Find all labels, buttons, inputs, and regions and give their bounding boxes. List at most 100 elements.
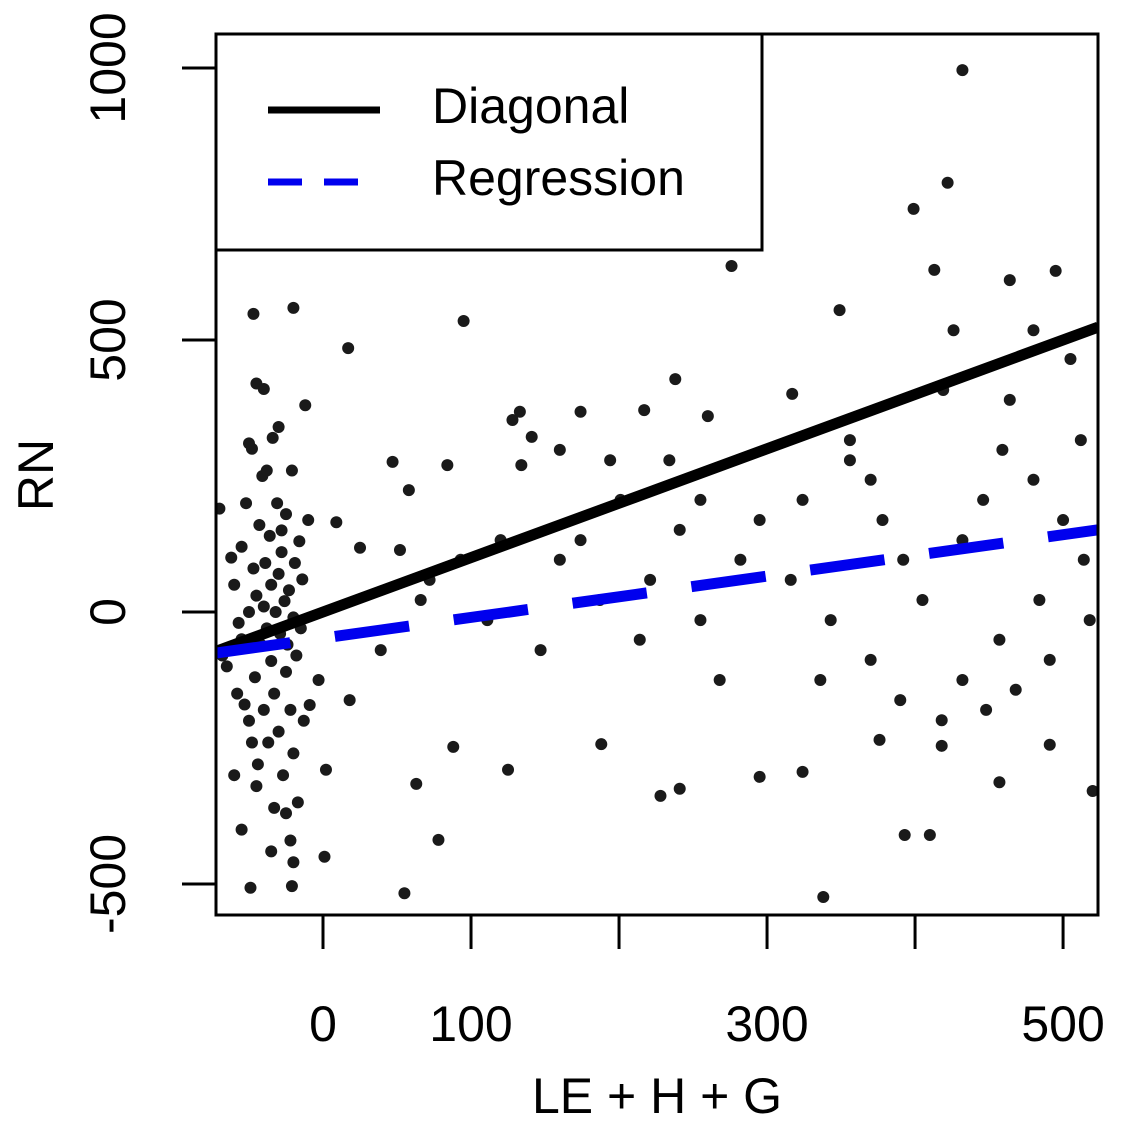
point: [278, 595, 291, 608]
point: [228, 769, 241, 782]
point: [843, 434, 856, 447]
y-axis-label: RN: [8, 439, 64, 511]
y-tick-label: -500: [80, 834, 136, 934]
point: [941, 176, 954, 189]
point: [441, 459, 454, 472]
point: [595, 738, 608, 751]
point: [277, 769, 290, 782]
plot-area: [216, 64, 1098, 904]
point: [457, 314, 470, 327]
point: [864, 653, 877, 666]
point: [1086, 784, 1098, 797]
point: [398, 887, 411, 900]
point: [796, 765, 809, 778]
point: [342, 342, 355, 355]
point: [916, 594, 929, 607]
point: [243, 605, 256, 618]
point: [303, 699, 316, 712]
x-axis-label: LE + H + G: [532, 1068, 782, 1124]
point: [638, 404, 651, 417]
point: [402, 484, 415, 497]
point: [285, 464, 298, 477]
point: [354, 541, 367, 554]
point: [262, 736, 275, 749]
point: [1033, 594, 1046, 607]
point: [654, 789, 667, 802]
point: [784, 573, 797, 586]
point: [553, 443, 566, 456]
x-tick-label: 100: [429, 996, 512, 1052]
point: [956, 673, 969, 686]
fit-line: [216, 524, 1098, 659]
point: [312, 673, 325, 686]
point: [272, 567, 285, 580]
point: [1043, 653, 1056, 666]
point: [287, 301, 300, 314]
point: [574, 405, 587, 418]
point: [235, 540, 248, 553]
point: [259, 557, 272, 570]
point: [673, 523, 686, 536]
point: [374, 644, 387, 657]
point: [275, 524, 288, 537]
point: [284, 703, 297, 716]
point: [935, 714, 948, 727]
point: [260, 464, 273, 477]
point: [268, 687, 281, 700]
point: [1043, 738, 1056, 751]
point: [694, 614, 707, 627]
point: [232, 616, 245, 629]
point: [993, 633, 1006, 646]
point: [713, 673, 726, 686]
x-tick-label: 500: [1021, 996, 1104, 1052]
point: [1003, 274, 1016, 287]
point: [663, 454, 676, 467]
point: [753, 770, 766, 783]
point: [343, 694, 356, 707]
point: [604, 454, 617, 467]
point: [734, 553, 747, 566]
point: [299, 399, 312, 412]
point: [1074, 434, 1087, 447]
point: [796, 493, 809, 506]
point: [1003, 393, 1016, 406]
point: [817, 891, 830, 904]
point: [1057, 514, 1070, 527]
point: [1027, 473, 1040, 486]
point: [240, 497, 253, 510]
point: [980, 703, 993, 716]
point: [956, 64, 969, 77]
point: [669, 373, 682, 386]
point: [319, 763, 332, 776]
legend-label: Regression: [432, 150, 685, 206]
point: [928, 263, 941, 276]
x-tick-label: 0: [309, 996, 337, 1052]
point: [1027, 324, 1040, 337]
point: [894, 694, 907, 707]
point: [247, 307, 260, 320]
y-tick-label: 1000: [80, 12, 136, 123]
point: [1049, 264, 1062, 277]
point: [525, 430, 538, 443]
y-tick-label: 500: [80, 298, 136, 381]
point: [935, 739, 948, 752]
point: [694, 493, 707, 506]
fit-line: [216, 321, 1098, 657]
point: [287, 747, 300, 760]
point: [263, 529, 276, 542]
point: [228, 578, 241, 591]
point: [553, 553, 566, 566]
point: [923, 829, 936, 842]
point: [250, 589, 263, 602]
point: [786, 387, 799, 400]
point: [410, 777, 423, 790]
point: [996, 443, 1009, 456]
point: [977, 493, 990, 506]
point: [513, 405, 526, 418]
x-tick-label: 300: [725, 996, 808, 1052]
point: [287, 856, 300, 869]
point: [247, 562, 260, 575]
point: [534, 644, 547, 657]
point: [280, 665, 293, 678]
